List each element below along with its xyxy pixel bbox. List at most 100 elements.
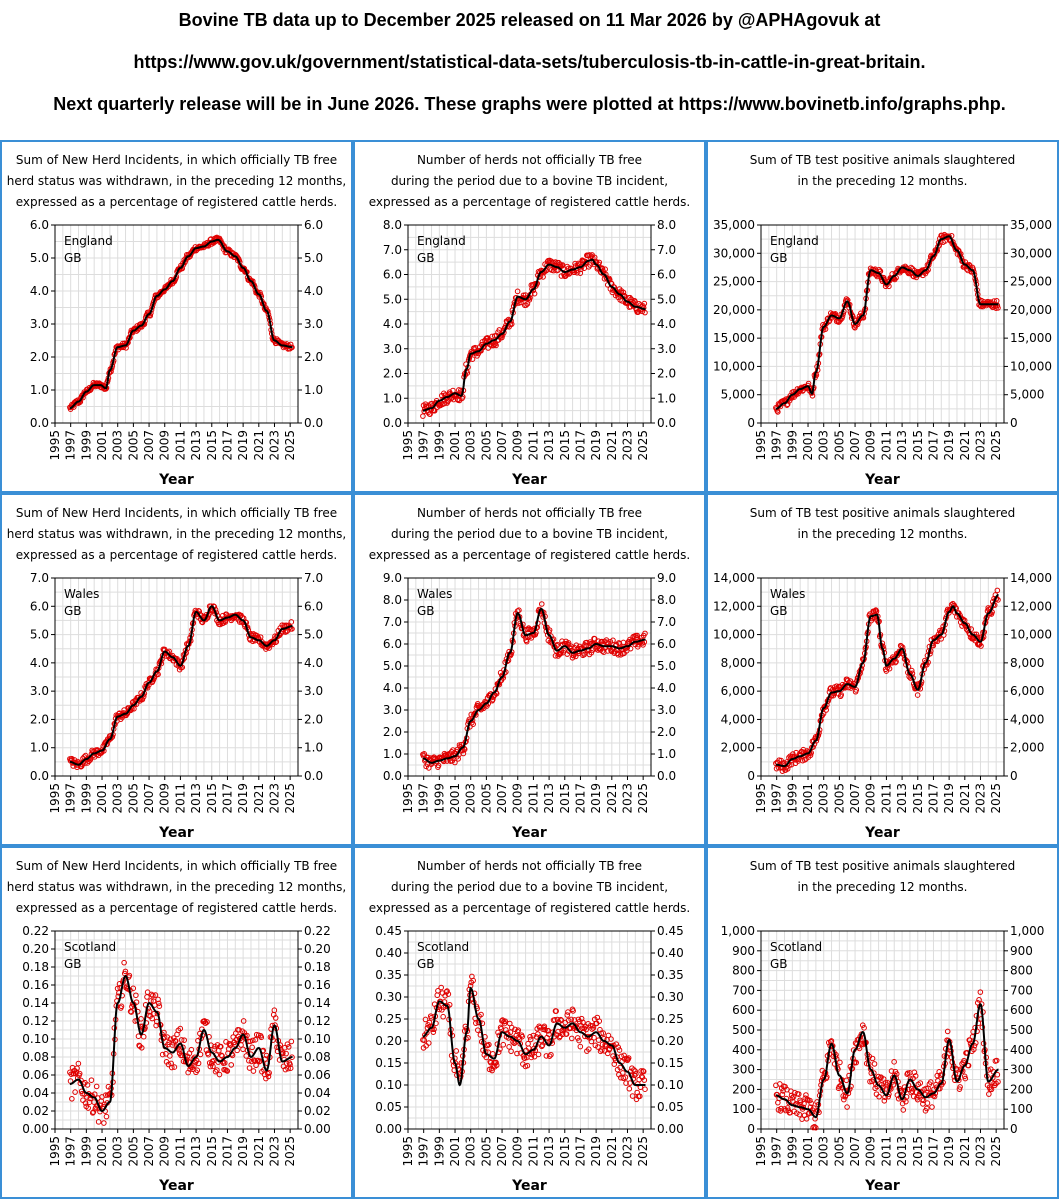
data-point xyxy=(597,1048,604,1055)
data-point xyxy=(478,1011,484,1018)
trend-line xyxy=(775,1003,999,1119)
x-axis-label: Year xyxy=(864,825,900,841)
data-point xyxy=(506,1044,512,1050)
chart-title-line: expressed as a percentage of registered … xyxy=(369,548,690,562)
data-point xyxy=(282,1044,288,1051)
y-tick-label-right: 6.0 xyxy=(304,599,323,613)
y-tick-label-right: 600 xyxy=(1010,1003,1033,1017)
data-point xyxy=(978,643,984,649)
data-point xyxy=(440,1013,446,1020)
data-point xyxy=(548,1051,554,1058)
y-tick-label-right: 2,000 xyxy=(1010,741,1044,755)
x-axis-label: Year xyxy=(511,825,547,841)
data-point xyxy=(493,1059,499,1066)
data-point xyxy=(218,1052,225,1059)
data-point xyxy=(836,1083,843,1090)
data-point xyxy=(916,1093,922,1099)
y-tick-label-right: 900 xyxy=(1010,944,1033,958)
plot-frame xyxy=(54,930,299,1130)
data-point xyxy=(247,1038,253,1045)
chart-title-line: Sum of New Herd Incidents, in which offi… xyxy=(16,859,337,873)
data-point xyxy=(93,1083,100,1090)
data-point xyxy=(627,1080,633,1086)
data-point xyxy=(75,1060,82,1067)
y-tick-label-right: 1.0 xyxy=(304,383,323,397)
data-point xyxy=(640,1068,647,1075)
data-point xyxy=(923,1085,929,1092)
y-tick-label-right: 6.0 xyxy=(304,218,323,232)
x-tick-label: 2005 xyxy=(126,1136,140,1167)
panel-border xyxy=(0,846,353,1199)
y-tick-label-left: 0.14 xyxy=(22,996,49,1010)
x-tick-label: 2021 xyxy=(958,1136,972,1167)
x-tick-label: 2011 xyxy=(173,430,187,461)
x-tick-label: 1995 xyxy=(48,783,62,814)
data-point xyxy=(554,641,561,648)
data-point xyxy=(425,765,432,771)
chart-title-line: Sum of New Herd Incidents, in which offi… xyxy=(16,153,337,167)
y-tick-label-left: 0.25 xyxy=(375,1012,402,1026)
country-label: GB xyxy=(417,957,435,971)
y-tick-label-right: 700 xyxy=(1010,983,1033,997)
header-line-1: Bovine TB data up to December 2025 relea… xyxy=(178,10,881,30)
x-axis-label: Year xyxy=(158,1178,194,1194)
data-point xyxy=(574,269,580,276)
x-tick-label: 2013 xyxy=(189,430,203,461)
data-point xyxy=(176,1047,182,1053)
y-tick-label-left: 0.18 xyxy=(22,960,49,974)
y-tick-label-left: 4.0 xyxy=(383,681,402,695)
y-tick-label-left: 400 xyxy=(732,1043,755,1057)
y-tick-label-left: 0.06 xyxy=(22,1068,49,1082)
x-tick-label: 2007 xyxy=(848,1136,862,1167)
y-tick-label-right: 2.0 xyxy=(304,712,323,726)
header-line-2: https://www.gov.uk/government/statistica… xyxy=(133,52,926,72)
data-point xyxy=(528,1054,535,1061)
region-label: Wales xyxy=(770,587,805,601)
data-point xyxy=(272,1015,279,1021)
x-tick-label: 2021 xyxy=(605,783,619,814)
data-point xyxy=(474,1027,481,1033)
y-tick-label-right: 0.04 xyxy=(304,1086,331,1100)
trend-line xyxy=(69,605,293,766)
y-tick-label-right: 0 xyxy=(1010,769,1018,783)
data-point xyxy=(128,1009,135,1015)
data-point xyxy=(489,1051,496,1057)
data-point xyxy=(542,1026,548,1033)
country-label: GB xyxy=(64,604,82,618)
x-tick-label: 2023 xyxy=(267,783,281,814)
x-tick-label: 2009 xyxy=(158,430,172,461)
data-point xyxy=(493,1062,500,1069)
data-point xyxy=(638,1068,644,1074)
data-point xyxy=(435,762,442,769)
chart-title-line: during the period due to a bovine TB inc… xyxy=(391,527,668,541)
y-tick-label-left: 500 xyxy=(732,1023,755,1037)
data-point xyxy=(138,1015,144,1022)
data-point xyxy=(524,1062,531,1069)
trend-line xyxy=(775,235,999,410)
country-label: GB xyxy=(770,251,788,265)
x-tick-label: 2017 xyxy=(220,1136,234,1167)
y-tick-label-right: 0.0 xyxy=(657,769,676,783)
data-point xyxy=(470,721,476,727)
data-point xyxy=(923,1105,930,1112)
country-label: GB xyxy=(770,957,788,971)
data-point xyxy=(812,1124,819,1131)
trend-line xyxy=(422,986,646,1087)
x-tick-label: 2009 xyxy=(511,430,525,461)
x-tick-label: 2017 xyxy=(926,430,940,461)
y-tick-label-right: 2.0 xyxy=(304,350,323,364)
x-tick-label: 2015 xyxy=(911,430,925,461)
panel-border xyxy=(353,140,706,493)
y-tick-label-left: 4.0 xyxy=(383,317,402,331)
data-point xyxy=(873,608,880,615)
chart-title-line: Number of herds not officially TB free xyxy=(417,506,642,520)
y-tick-label-right: 25,000 xyxy=(1010,275,1052,289)
data-point xyxy=(891,1059,897,1065)
data-point xyxy=(240,1018,247,1024)
x-tick-label: 2007 xyxy=(142,1136,156,1167)
data-point xyxy=(577,270,584,276)
y-tick-label-left: 0.08 xyxy=(22,1050,49,1064)
y-tick-label-left: 0.00 xyxy=(375,1122,402,1136)
data-point xyxy=(150,992,156,999)
y-tick-label-left: 0.10 xyxy=(375,1078,402,1092)
